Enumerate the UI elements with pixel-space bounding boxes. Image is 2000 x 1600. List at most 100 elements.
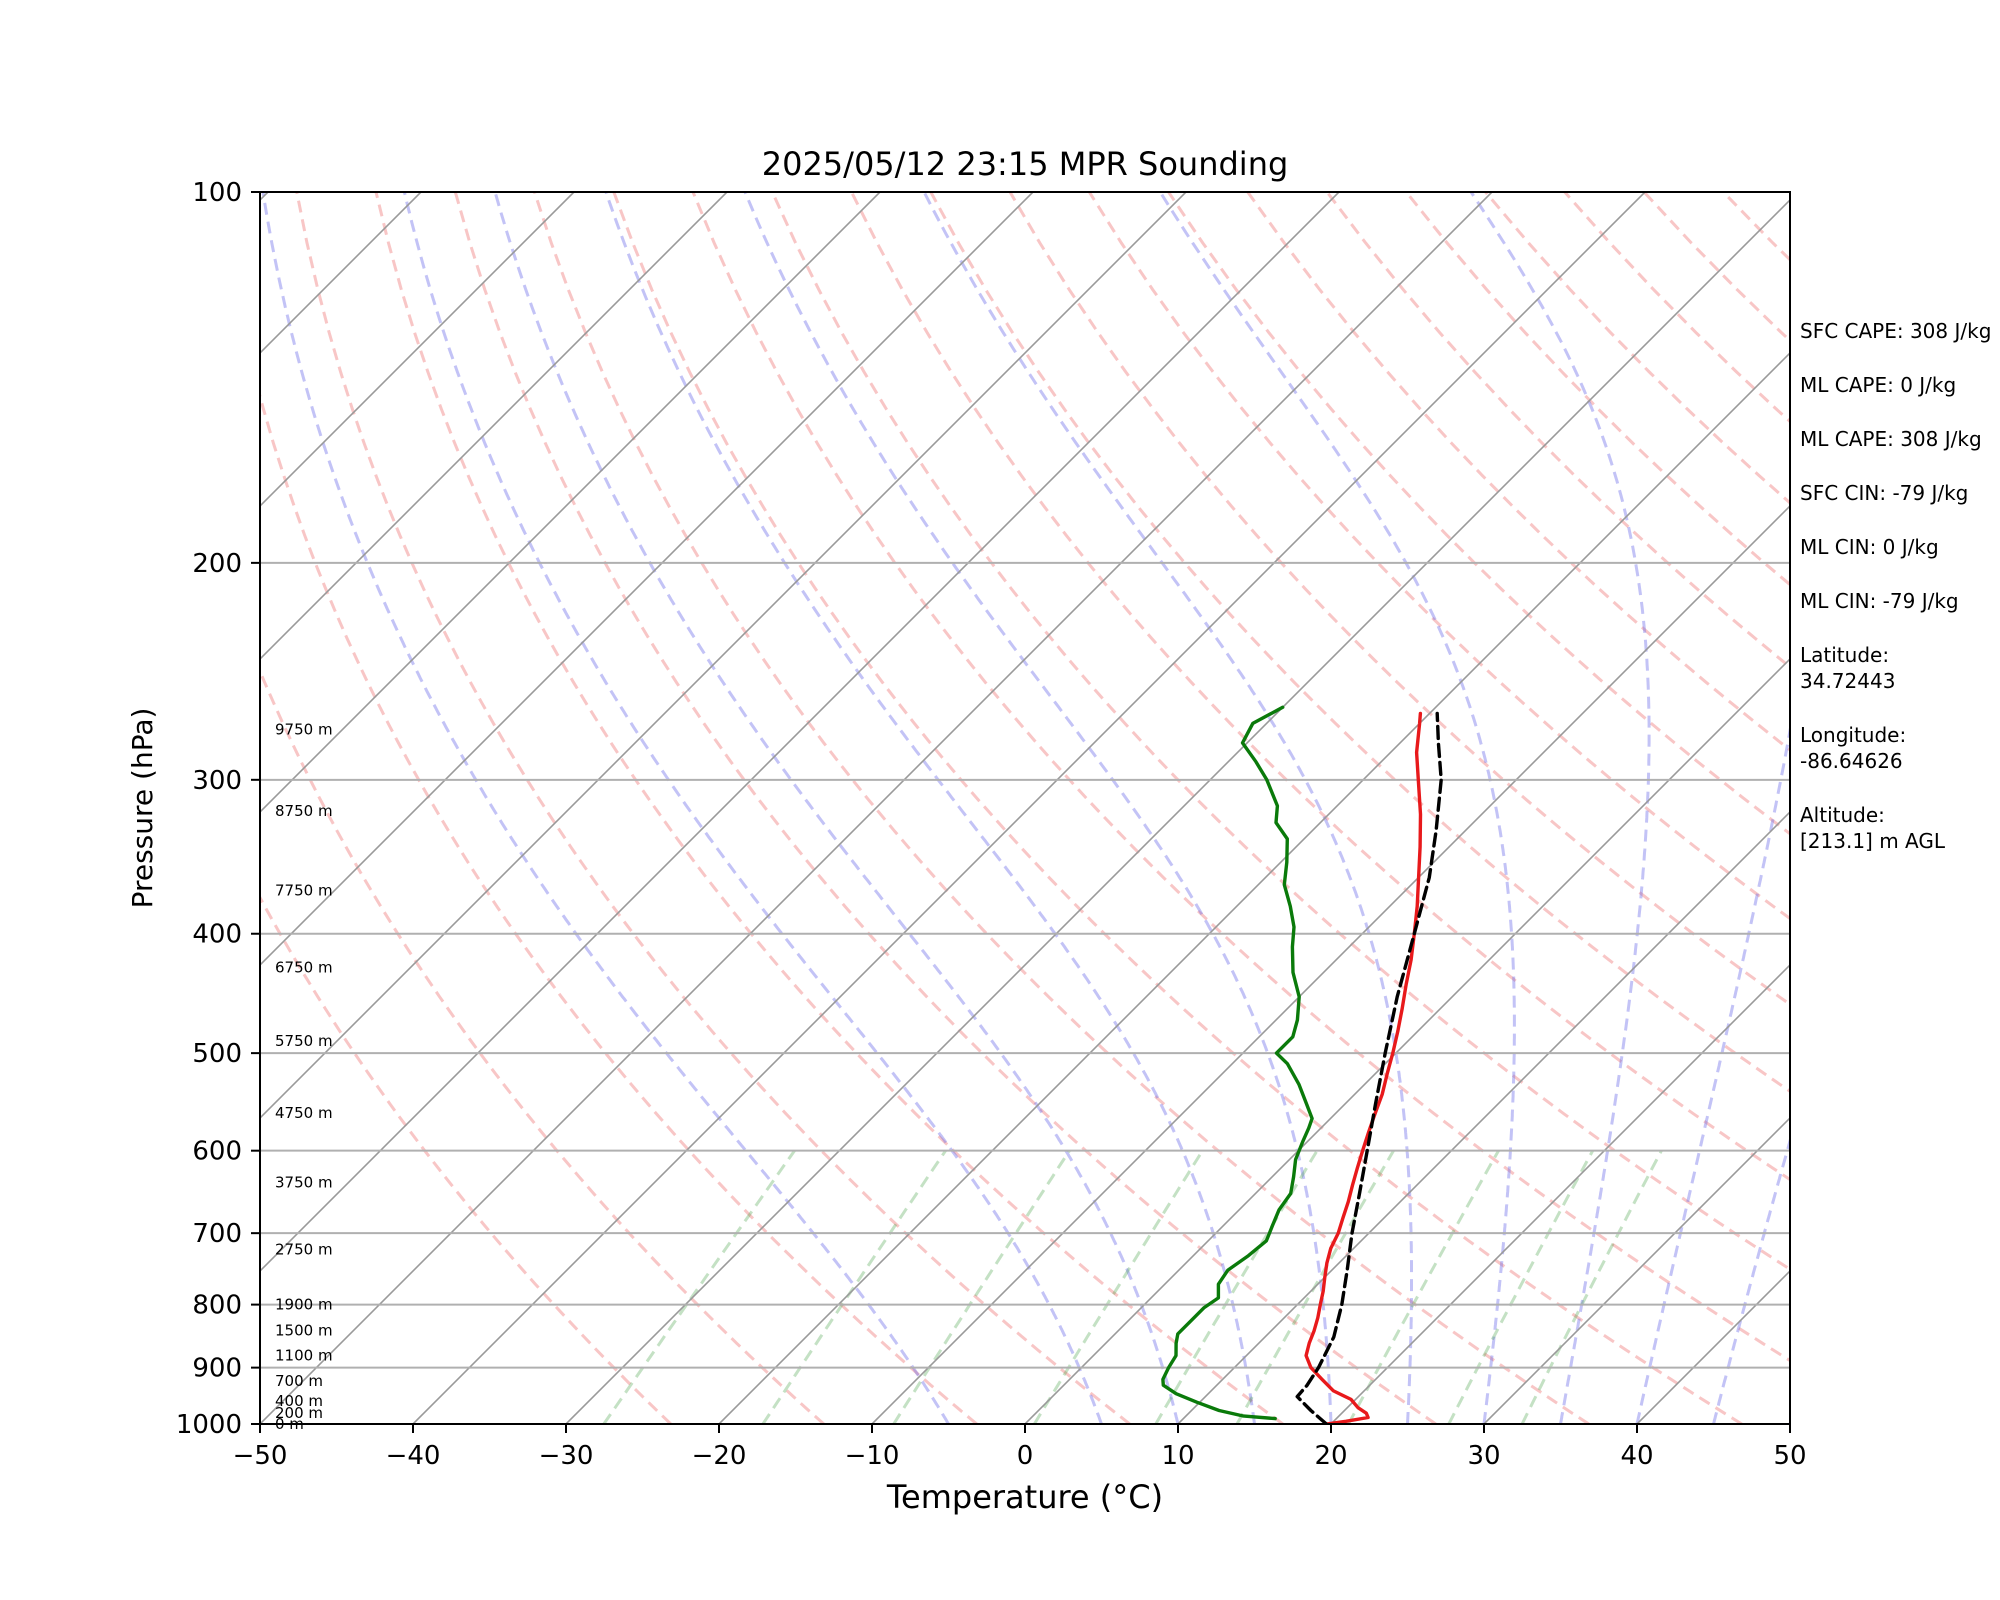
stat-annotation: 34.72443 xyxy=(1800,669,1895,693)
stat-annotation: Altitude: xyxy=(1800,803,1885,827)
y-tick-label: 200 xyxy=(192,549,242,579)
isotherm xyxy=(1024,657,1790,1424)
stat-annotation: ML CIN: -79 J/kg xyxy=(1800,589,1959,613)
moist-adiabat xyxy=(261,192,950,1424)
height-label: 2750 m xyxy=(275,1241,333,1259)
dry-adiabat xyxy=(1246,192,1790,752)
chart-title: 2025/05/12 23:15 MPR Sounding xyxy=(762,145,1289,183)
height-label: 1500 m xyxy=(275,1322,333,1340)
isotherm xyxy=(260,192,1493,1424)
isotherm xyxy=(260,192,1187,1120)
height-label: 8750 m xyxy=(275,802,333,820)
plot-frame xyxy=(259,191,1791,1425)
dry-adiabat xyxy=(295,192,1131,1424)
x-tick-label: −30 xyxy=(539,1441,594,1471)
moist-adiabat xyxy=(604,192,1256,1424)
x-tick-label: 50 xyxy=(1773,1441,1806,1471)
y-tick-label: 300 xyxy=(192,766,242,796)
height-label: 5750 m xyxy=(275,1032,333,1050)
moist-adiabat xyxy=(1635,722,1790,1424)
stat-annotation: ML CAPE: 308 J/kg xyxy=(1800,427,1982,451)
dry-adiabat xyxy=(691,192,1790,1363)
height-label: 0 m xyxy=(275,1415,304,1433)
dry-adiabat xyxy=(374,192,1284,1424)
height-label: 1900 m xyxy=(275,1296,333,1314)
temperature-line xyxy=(1304,711,1423,1424)
mixing-ratio-line xyxy=(1033,1149,1204,1424)
isotherm xyxy=(412,192,1646,1424)
pressure-grid xyxy=(260,561,1790,1369)
height-label: 400 m xyxy=(275,1392,323,1410)
x-tick-label: 30 xyxy=(1467,1441,1500,1471)
dry-adiabat xyxy=(770,192,1790,1272)
y-tick-label: 800 xyxy=(192,1291,242,1321)
stat-annotation: [213.1] m AGL xyxy=(1800,829,1946,853)
x-axis-title: Temperature (°C) xyxy=(886,1478,1163,1516)
stat-annotation: Longitude: xyxy=(1800,723,1906,747)
y-tick-label: 400 xyxy=(192,920,242,950)
x-tick-label: 40 xyxy=(1620,1441,1653,1471)
height-label: 4750 m xyxy=(275,1104,333,1122)
dewpoint-line xyxy=(1161,705,1314,1421)
height-label: 1100 m xyxy=(275,1347,333,1365)
stat-annotation: SFC CIN: -79 J/kg xyxy=(1800,481,1968,505)
x-tick-label: −10 xyxy=(845,1441,900,1471)
isotherm xyxy=(260,192,1034,967)
y-tick-label: 500 xyxy=(192,1039,242,1069)
x-tick-label: −20 xyxy=(692,1441,747,1471)
dry-adiabat xyxy=(850,192,1790,1182)
height-label: 6750 m xyxy=(275,958,333,976)
x-tick-label: 10 xyxy=(1161,1441,1194,1471)
dry-adiabat xyxy=(453,192,1437,1424)
x-tick-label: 20 xyxy=(1314,1441,1347,1471)
isotherm xyxy=(871,504,1790,1424)
mixing-ratio-line xyxy=(1447,1149,1595,1424)
dry-adiabat xyxy=(929,192,1790,1094)
moist-adiabat xyxy=(1469,192,1651,1424)
sounding-series xyxy=(1161,705,1443,1424)
moist-adiabat xyxy=(402,192,1103,1424)
dry-adiabat xyxy=(533,192,1590,1424)
dry-adiabat xyxy=(260,894,672,1424)
height-label: 200 m xyxy=(275,1404,323,1422)
mixing-ratio-line xyxy=(602,1149,796,1424)
isotherm xyxy=(1177,810,1790,1424)
dry-adiabat xyxy=(612,192,1743,1424)
isotherm xyxy=(0,192,115,1424)
isotherm xyxy=(260,192,575,508)
height-label: 9750 m xyxy=(275,720,333,738)
sounding-stats: SFC CAPE: 308 J/kg ML CAPE: 0 J/kg ML CAPE… xyxy=(1800,319,1991,853)
moist-adiabat xyxy=(922,192,1413,1424)
y-tick-label: 600 xyxy=(192,1137,242,1167)
isotherm xyxy=(1483,1116,1790,1424)
y-tick-label: 700 xyxy=(192,1219,242,1249)
y-axis-title: Pressure (hPa) xyxy=(126,708,159,909)
y-tick-label: 100 xyxy=(192,178,242,208)
dry-adiabat xyxy=(260,390,978,1424)
moist-adiabat xyxy=(493,192,1180,1424)
stat-annotation: ML CAPE: 0 J/kg xyxy=(1800,373,1956,397)
mixing-ratio-line xyxy=(1154,1149,1319,1424)
stat-annotation: Latitude: xyxy=(1800,643,1889,667)
moist-adiabat xyxy=(743,192,1333,1424)
background-lines xyxy=(0,192,1790,1424)
isotherm xyxy=(260,192,728,661)
y-tick-label: 1000 xyxy=(176,1410,242,1440)
isotherm xyxy=(565,198,1790,1424)
isotherm xyxy=(260,192,881,814)
isotherm xyxy=(718,351,1790,1424)
parcel-path-line xyxy=(1295,711,1443,1424)
height-label: 7750 m xyxy=(275,882,333,900)
axis-ticks: −50 −40 −30 −20 −10 0 10 20 30 40 50 100 200 300 400 50… xyxy=(176,178,1807,1471)
mixing-ratio-line xyxy=(892,1149,1071,1424)
x-tick-label: −50 xyxy=(233,1441,288,1471)
isotherm xyxy=(260,192,1340,1273)
x-tick-label: 0 xyxy=(1017,1441,1034,1471)
dry-adiabat xyxy=(260,667,825,1424)
stat-annotation: ML CIN: 0 J/kg xyxy=(1800,535,1939,559)
x-tick-label: −40 xyxy=(386,1441,441,1471)
height-label: 3750 m xyxy=(275,1174,333,1192)
y-tick-label: 900 xyxy=(192,1354,242,1384)
